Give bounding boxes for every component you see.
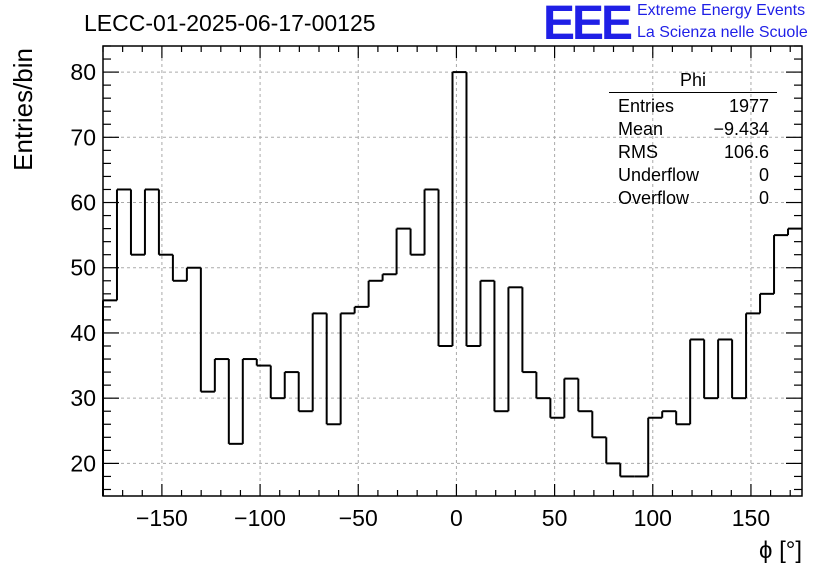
y-tick-label: 50 [70,255,96,281]
x-tick-label: 150 [732,505,770,531]
y-tick-label: 40 [70,320,96,346]
x-tick-label: −100 [234,505,286,531]
stats-value: 1977 [728,96,769,116]
x-axis-label: ϕ [°] [759,537,802,564]
y-tick-label: 30 [70,385,96,411]
x-tick-label: −150 [136,505,188,531]
y-tick-labels: 20 30 40 50 60 70 80 [70,59,96,476]
stats-box: Phi Entries 1977 Mean −9.434 RMS 106.6 U… [609,70,777,210]
x-tick-labels: −150 −100 −50 0 50 100 150 [136,505,770,531]
stats-value: 0 [758,165,769,185]
stats-label: RMS [618,142,658,162]
plot-frame [102,45,803,497]
stats-row-entries: Entries 1977 [609,95,777,118]
stats-label: Entries [618,96,675,116]
stats-value: 106.6 [723,142,769,162]
run-title: LECC-01-2025-06-17-00125 [84,10,376,36]
stats-row-mean: Mean −9.434 [609,118,777,141]
logo-subtitle-line2: La Scienza nelle Scuole [637,24,808,41]
stats-label: Overflow [618,188,690,208]
stats-title: Phi [609,70,777,93]
x-tick-label: −50 [339,505,378,531]
stats-value: 0 [758,188,769,208]
stats-row-overflow: Overflow 0 [609,187,777,210]
stats-value: −9.434 [713,119,769,139]
y-axis-label: Entries/bin [8,48,38,171]
stats-label: Underflow [618,165,700,185]
x-tick-label: 50 [542,505,568,531]
x-tick-label: 100 [634,505,672,531]
axis-ticks [102,45,802,496]
y-tick-label: 60 [70,190,96,216]
eee-logo: EEE [543,0,633,50]
stats-row-underflow: Underflow 0 [609,164,777,187]
y-tick-label: 80 [70,59,96,85]
stats-row-rms: RMS 106.6 [609,141,777,164]
logo-subtitle-line1: Extreme Energy Events [637,2,806,19]
y-tick-label: 70 [70,124,96,150]
stats-label: Mean [618,119,664,139]
histogram-bins [102,71,802,496]
y-tick-label: 20 [70,450,96,476]
x-tick-label: 0 [450,505,463,531]
